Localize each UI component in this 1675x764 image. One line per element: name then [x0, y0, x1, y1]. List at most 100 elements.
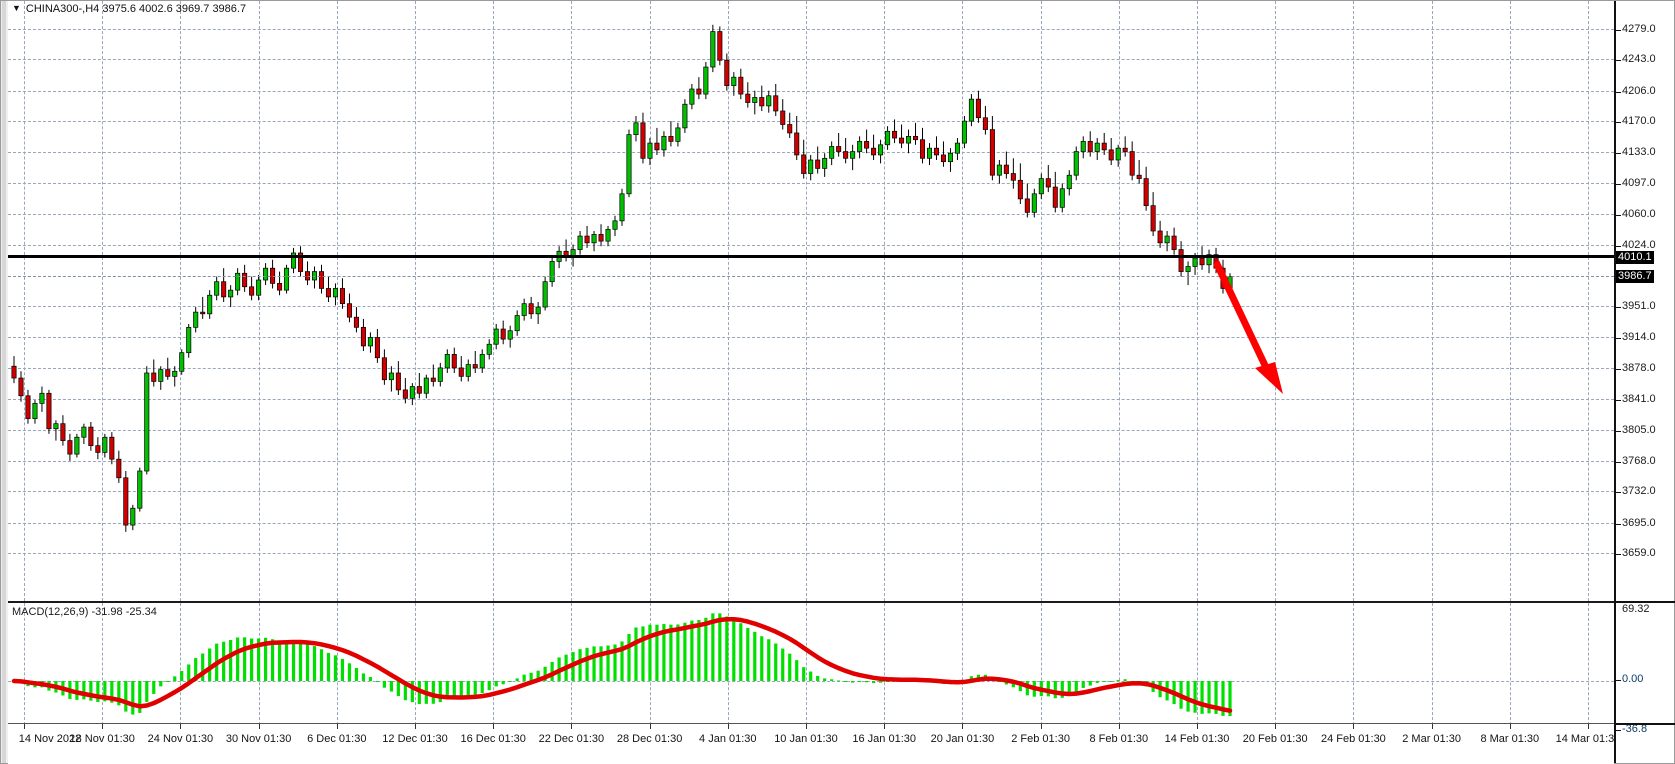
price-gridline-vertical	[962, 1, 964, 601]
price-gridline	[8, 491, 1614, 493]
price-axis-tick	[1616, 245, 1621, 247]
price-axis-tick	[1616, 307, 1621, 309]
price-axis-label: 4206.0	[1622, 84, 1656, 97]
price-gridline-vertical	[493, 1, 495, 601]
price-axis-label: 4133.0	[1622, 146, 1656, 159]
caret-down-icon[interactable]: ▼	[12, 3, 21, 13]
price-axis-tick	[1616, 153, 1621, 155]
price-axis-label: 3659.0	[1622, 547, 1656, 559]
price-axis-label: 4279.0	[1622, 23, 1656, 35]
price-gridline	[8, 399, 1614, 401]
time-axis-tick	[24, 724, 25, 729]
time-axis-tick	[649, 724, 651, 729]
macd-gridline-vertical	[1040, 603, 1042, 725]
price-gridlines	[8, 1, 1614, 601]
time-axis-tick	[571, 724, 573, 729]
time-axis[interactable]: 14 Nov 2022 18 Nov 01:30 24 Nov 01:30 30 No…	[8, 723, 1620, 764]
price-axis[interactable]: 4279.0 4243.0 4206.0 4170.0 4133.0 4097.0 4060…	[1614, 1, 1675, 763]
macd-gridline-vertical	[415, 603, 416, 725]
macd-axis-tick	[1616, 680, 1621, 681]
time-axis-label: 2 Feb 01:30	[1011, 733, 1070, 745]
bid-price-tag: 3986.7	[1616, 270, 1654, 284]
price-chart-panel[interactable]	[8, 1, 1614, 601]
price-gridline	[8, 90, 1614, 92]
time-axis-label: 10 Jan 01:30	[774, 733, 838, 745]
price-axis-label: 4170.0	[1622, 115, 1656, 128]
time-axis-tick	[102, 724, 104, 729]
price-gridline-vertical	[884, 1, 886, 601]
price-gridline-vertical	[1040, 1, 1042, 601]
time-axis-label: 6 Dec 01:30	[307, 733, 367, 745]
time-axis-tick	[180, 724, 182, 729]
price-gridline	[8, 429, 1614, 431]
price-gridline	[8, 306, 1614, 308]
axis-separator-bottom	[1616, 723, 1675, 725]
price-axis-tick	[1616, 461, 1621, 463]
time-axis-tick	[884, 724, 886, 729]
macd-gridline-vertical	[493, 603, 495, 725]
time-axis-label: 16 Dec 01:30	[460, 733, 526, 745]
price-gridline-vertical	[1197, 1, 1198, 601]
candlestick-series	[8, 1, 1614, 601]
price-axis-label: 3732.0	[1622, 485, 1656, 498]
time-axis-label: 12 Dec 01:30	[382, 733, 448, 745]
macd-series	[8, 603, 1614, 725]
price-gridline-vertical	[180, 1, 182, 601]
price-axis-tick	[1616, 492, 1621, 494]
price-axis-label: 4060.0	[1622, 208, 1656, 221]
price-gridline-vertical	[336, 1, 338, 601]
price-axis-label: 4024.0	[1622, 238, 1656, 251]
time-axis-tick	[1275, 724, 1277, 729]
price-axis-label: 3841.0	[1622, 393, 1656, 406]
time-axis-label: 20 Jan 01:30	[930, 733, 995, 745]
price-gridline-vertical	[1118, 1, 1120, 601]
macd-gridline-vertical	[884, 603, 886, 725]
price-axis-tick	[1616, 91, 1621, 93]
time-axis-label: 22 Dec 01:30	[538, 733, 605, 745]
time-axis-tick	[1197, 724, 1198, 729]
price-gridline-vertical	[649, 1, 651, 601]
price-gridline	[8, 367, 1614, 369]
price-gridline	[8, 59, 1614, 61]
time-axis-tick	[336, 724, 338, 729]
time-axis-label: 20 Feb 01:30	[1242, 733, 1308, 745]
price-gridline-vertical	[806, 1, 807, 601]
macd-svg	[11, 613, 1233, 716]
time-axis-tick	[1431, 724, 1433, 729]
price-axis-label: 4243.0	[1622, 53, 1656, 66]
price-axis-label: 3768.0	[1622, 454, 1656, 467]
macd-gridline-vertical	[102, 603, 104, 725]
macd-label: MACD(12,26,9) -31.98 -25.34	[12, 606, 157, 618]
price-gridline-vertical	[1431, 1, 1433, 601]
time-axis-tick	[806, 724, 807, 729]
price-axis-tick	[1616, 368, 1621, 370]
price-gridline	[8, 121, 1614, 123]
time-axis-tick	[962, 724, 964, 729]
price-gridline-vertical	[571, 1, 573, 601]
price-axis-tick	[1616, 183, 1621, 185]
macd-gridline-vertical	[1275, 603, 1277, 725]
macd-indicator-panel[interactable]: MACD(12,26,9) -31.98 -25.34	[8, 601, 1614, 725]
price-axis-tick	[1616, 60, 1621, 62]
down-trend-arrow[interactable]	[8, 1, 1614, 601]
price-axis-label: 3878.0	[1622, 361, 1656, 374]
macd-axis-tick	[1616, 730, 1621, 731]
time-axis-label: 8 Feb 01:30	[1089, 733, 1149, 745]
price-gridline	[8, 214, 1614, 216]
chart-symbol-header: ▼ CHINA300-,H4 3975.6 4002.6 3969.7 3986.…	[12, 3, 246, 15]
scrollbar-thumb[interactable]	[2, 1, 6, 763]
price-gridline-vertical	[1509, 1, 1511, 601]
time-axis-tick	[1353, 724, 1355, 729]
time-axis-label: 14 Nov 2022	[18, 733, 82, 745]
price-axis-tick	[1616, 215, 1621, 217]
price-gridline-vertical	[415, 1, 416, 601]
time-axis-label: 24 Feb 01:30	[1320, 733, 1386, 745]
price-gridline	[8, 244, 1614, 246]
time-axis-tick	[1588, 724, 1589, 729]
price-axis-tick	[1616, 554, 1621, 555]
axis-separator	[1616, 601, 1675, 603]
macd-gridline-vertical	[806, 603, 807, 725]
macd-gridline-vertical	[1588, 603, 1589, 725]
price-overlay	[8, 1, 1614, 601]
